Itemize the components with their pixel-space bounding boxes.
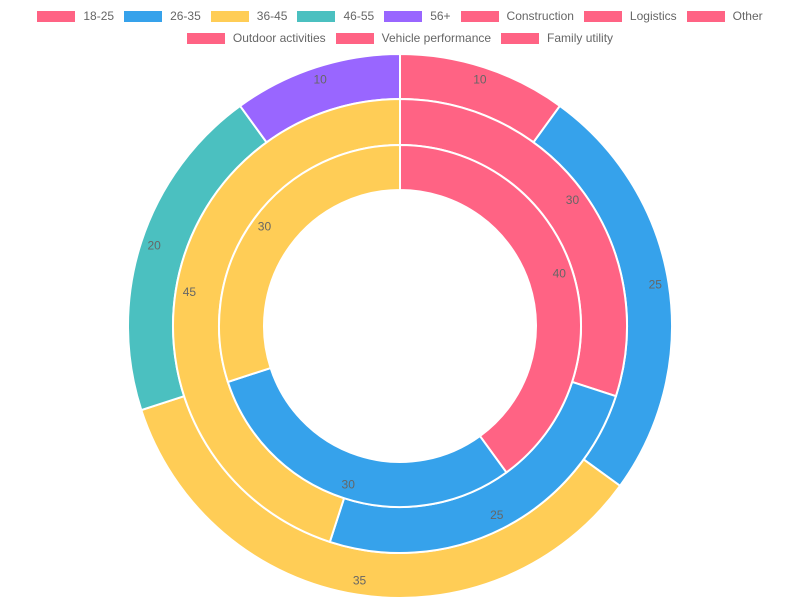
slice-value-label: 35 [353, 573, 367, 587]
legend-swatch [37, 10, 76, 22]
slice-value-label: 40 [553, 266, 567, 280]
legend-label: Outdoor activities [232, 31, 326, 45]
legend-swatch [124, 10, 163, 22]
legend-item[interactable]: 18-25 [37, 9, 114, 23]
legend-label: 18-25 [83, 9, 115, 23]
legend-label: 36-45 [256, 9, 288, 23]
slice-value-label: 20 [147, 238, 161, 252]
slice-value-label: 10 [473, 72, 487, 86]
legend-swatch [501, 32, 540, 44]
legend-item[interactable]: Logistics [583, 9, 677, 23]
legend-swatch [686, 10, 725, 22]
legend-label: Logistics [629, 9, 677, 23]
legend-item[interactable]: 46-55 [297, 9, 374, 23]
legend-label: Vehicle performance [381, 31, 492, 45]
legend-row-1: 18-25 26-35 36-45 46-55 56+ Construction Logis… [0, 8, 800, 24]
legend-item[interactable]: Construction [460, 9, 574, 23]
legend-swatch [460, 10, 499, 22]
slice-value-label: 30 [342, 477, 356, 491]
legend-swatch [210, 10, 249, 22]
slice-value-label: 30 [566, 193, 580, 207]
slice-value-label: 45 [183, 285, 197, 299]
legend-item[interactable]: Outdoor activities [186, 31, 326, 45]
legend-swatch [384, 10, 423, 22]
slice-value-label: 25 [649, 278, 663, 292]
legend-item[interactable]: Family utility [501, 31, 613, 45]
legend-item[interactable]: 56+ [384, 9, 451, 23]
legend-swatch [335, 32, 374, 44]
legend-label: 46-55 [343, 9, 375, 23]
legend-label: Construction [506, 9, 574, 23]
legend-label: Family utility [547, 31, 614, 45]
ring-middle: 30 25 45 [172, 97, 628, 554]
legend-swatch [186, 32, 225, 44]
legend-label: 56+ [430, 9, 451, 23]
legend-swatch [583, 10, 622, 22]
slice-value-label: 30 [258, 220, 272, 234]
ring-inner: 40 30 30 [218, 143, 582, 508]
legend-item[interactable]: 26-35 [124, 9, 201, 23]
legend-item[interactable]: 36-45 [210, 9, 288, 23]
legend-label: 26-35 [170, 9, 201, 23]
legend-item[interactable]: Vehicle performance [335, 31, 492, 45]
slice-inner-0[interactable] [399, 143, 582, 474]
slice-value-label: 10 [313, 72, 327, 86]
legend-row-2: Outdoor activities Vehicle performance Fam… [0, 30, 800, 46]
legend-swatch [297, 10, 336, 22]
slice-value-label: 25 [490, 508, 504, 522]
slice-inner-2[interactable] [218, 143, 401, 384]
legend-label: Other [732, 9, 763, 23]
legend-item[interactable]: Other [686, 9, 763, 23]
